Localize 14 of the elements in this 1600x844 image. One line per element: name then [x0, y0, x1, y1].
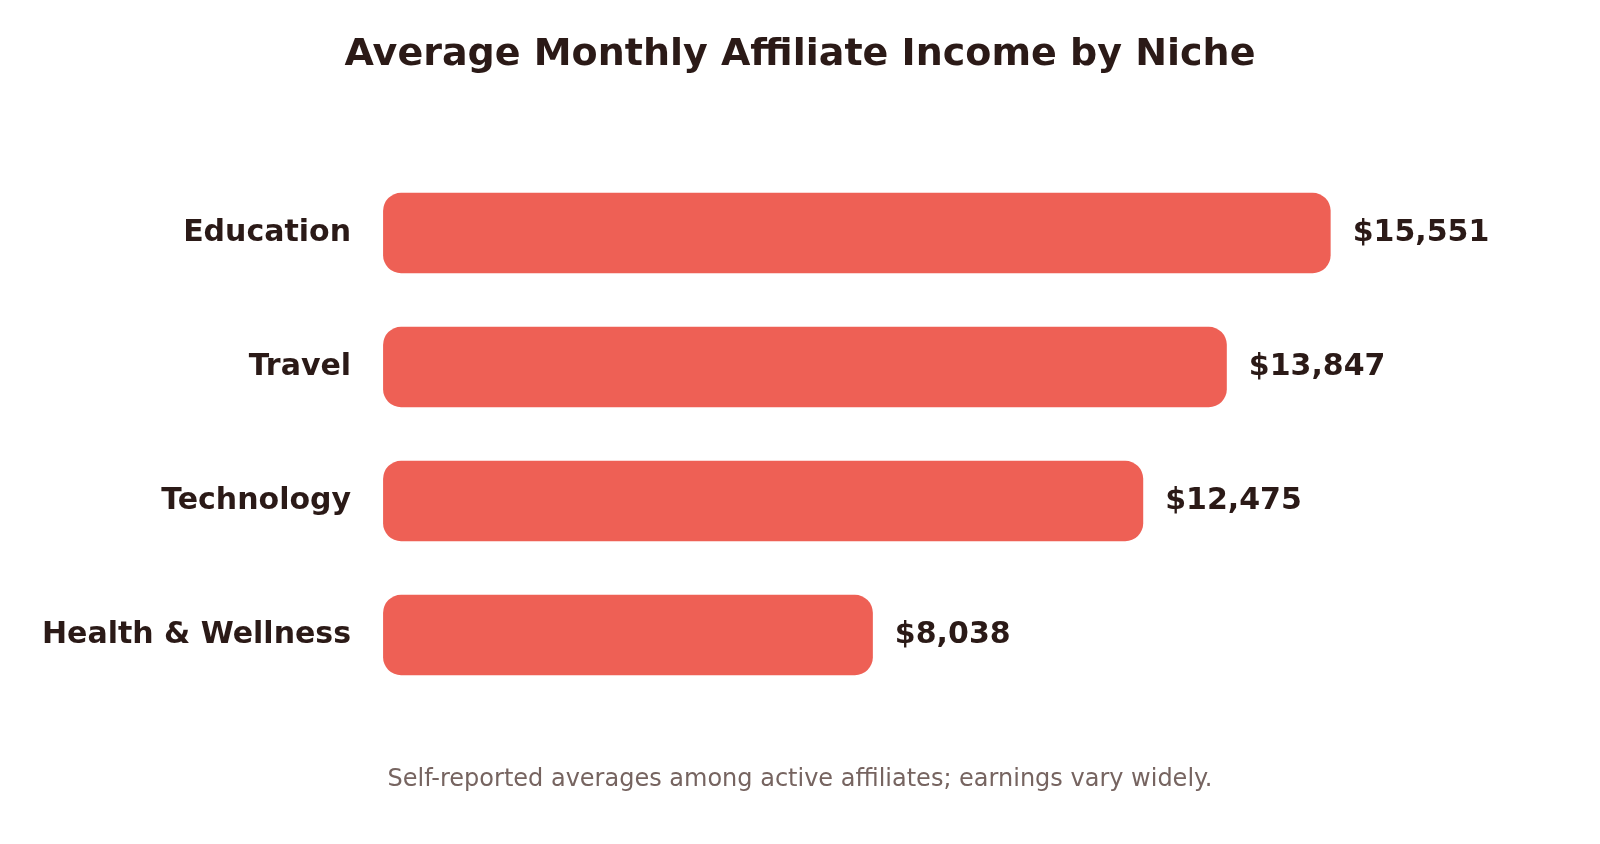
chart-title: Average Monthly Affiliate Income by Niche	[343, 30, 1257, 74]
bar	[383, 326, 1227, 408]
data-label: $8,038	[894, 614, 1011, 650]
bar	[383, 460, 1144, 542]
y-tick-label: Health & Wellness	[41, 614, 352, 650]
bar	[383, 594, 873, 676]
data-label: $13,847	[1248, 346, 1386, 382]
text: Self-reported averages among active affiliates; earnings vary widely.	[386, 764, 1214, 792]
y-tick-label: Education	[183, 212, 352, 248]
bar	[383, 192, 1331, 274]
y-tick-label: Technology	[161, 480, 352, 516]
data-label: $12,475	[1165, 480, 1302, 516]
y-tick-label: Travel	[248, 346, 352, 382]
data-label: $15,551	[1352, 212, 1490, 248]
